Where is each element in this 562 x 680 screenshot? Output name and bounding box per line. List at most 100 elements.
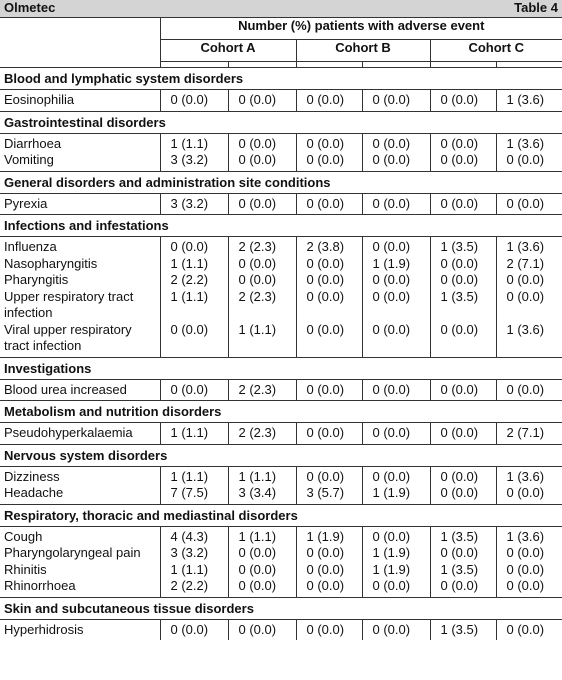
event-count: 1 (3.5) [429,288,496,322]
event-count: 1 (1.1) [159,133,228,152]
event-count: 2 (2.3) [227,422,296,444]
event-count: 0 (0.0) [429,422,496,444]
event-count: 0 (0.0) [429,89,496,111]
event-count: 0 (0.0) [361,193,430,215]
event-count: 1 (3.6) [495,526,562,545]
event-count: 4 (4.3) [159,526,228,545]
event-count: 0 (0.0) [295,545,362,562]
event-count: 0 (0.0) [295,619,362,640]
event-count: 0 (0.0) [295,272,362,289]
event-count: 0 (0.0) [295,193,362,215]
cohort: Cohort A [159,39,296,62]
event-count: 1 (1.1) [159,288,228,322]
section-title: General disorders and administration sit… [0,170,562,194]
column-header: Number (%) patients with adverse event [159,17,562,40]
event-count: 0 (0.0) [429,152,496,171]
event-count: 1 (3.6) [495,89,562,111]
event-count: 0 (0.0) [361,578,430,597]
event-count: 0 (0.0) [495,152,562,171]
event-name: Dizziness [4,468,60,484]
cohort: Cohort B [295,39,430,62]
event-row: Diarrhoea 1 (1.1) 0 (0.0) 0 (0.0) 0 (0.0) 0 (… [0,133,562,152]
section-title: Nervous system disorders [0,443,562,467]
event-row: Rhinitis 1 (1.1) 0 (0.0) 0 (0.0) 1 (1.9) 1 (3… [0,561,562,578]
event-count: 1 (1.1) [227,526,296,545]
event-count: 1 (3.6) [495,133,562,152]
event-count: 0 (0.0) [159,379,228,401]
event-count: 0 (0.0) [429,133,496,152]
event-count: 2 (7.1) [495,255,562,272]
event-count: 2 (2.3) [227,379,296,401]
event-count: 0 (0.0) [429,379,496,401]
event-name: Upper respiratory tract infection [4,288,134,321]
event-count: 7 (7.5) [159,485,228,504]
event-count: 3 (3.2) [159,545,228,562]
event-count: 0 (0.0) [295,152,362,171]
event-count: 3 (5.7) [295,485,362,504]
event-count: 0 (0.0) [227,561,296,578]
event-count: 2 (2.3) [227,288,296,322]
event-count: 0 (0.0) [227,133,296,152]
event-count: 0 (0.0) [495,485,562,504]
event-name: Vomiting [4,152,54,167]
event-count: 1 (3.5) [429,561,496,578]
table-number: Table 4 [362,0,562,18]
event-count: 0 (0.0) [295,422,362,444]
event-row: Nasopharyngitis 1 (1.1) 0 (0.0) 0 (0.0) 1 (1… [0,255,562,272]
event-count: 0 (0.0) [295,255,362,272]
event-count: 0 (0.0) [361,526,430,545]
event-count: 0 (0.0) [495,619,562,640]
event-count: 1 (1.1) [159,255,228,272]
event-count: 0 (0.0) [227,578,296,597]
event-count: 0 (0.0) [361,89,430,111]
event-count: 0 (0.0) [361,133,430,152]
event-count: 0 (0.0) [159,619,228,640]
event-name: Hyperhidrosis [4,621,84,637]
event-count: 0 (0.0) [227,619,296,640]
event-row: Blood urea increased 0 (0.0) 2 (2.3) 0 (0.0… [0,379,562,401]
event-count: 3 (3.2) [159,152,228,171]
event-count: 1 (3.5) [429,619,496,640]
event-count: 0 (0.0) [295,321,362,357]
event-count: 1 (1.9) [361,561,430,578]
event-name: Pyrexia [4,195,48,211]
event-name: Viral upper respiratory tract infection [4,321,132,354]
header-row: Number (%) patients with adverse event [0,17,562,40]
section-row: Infections and infestations [0,214,562,237]
event-count: 1 (1.9) [361,545,430,562]
event-name: Headache [4,485,64,500]
event-count: 1 (3.6) [495,236,562,256]
event-count: 0 (0.0) [361,466,430,485]
event-count: 1 (3.6) [495,466,562,485]
section-row: General disorders and administration sit… [0,170,562,194]
event-count: 0 (0.0) [429,485,496,504]
event-count: 0 (0.0) [361,288,430,322]
adverse-event-table: Olmetec Table 4 Number (%) patients with… [0,0,562,640]
event-row: Pharyngolaryngeal pain 3 (3.2) 0 (0.0) 0 (0… [0,545,562,562]
event-row: Rhinorrhoea 2 (2.2) 0 (0.0) 0 (0.0) 0 (0.0) 0… [0,578,562,597]
event-count: 0 (0.0) [295,466,362,485]
event-row: Influenza 0 (0.0) 2 (2.3) 2 (3.8) 0 (0.0) 1 (… [0,236,562,256]
event-count: 0 (0.0) [361,321,430,357]
event-name: Diarrhoea [4,135,62,151]
event-count: 1 (1.1) [227,321,296,357]
section-row: Respiratory, thoracic and mediastinal di… [0,503,562,527]
event-count: 0 (0.0) [159,236,228,256]
cohort: Cohort C [429,39,562,62]
event-name: Influenza [4,239,57,254]
title-bar: Olmetec Table 4 [0,0,562,18]
event-count: 1 (1.9) [361,485,430,504]
event-count: 0 (0.0) [295,89,362,111]
event-count: 0 (0.0) [227,89,296,111]
event-row: Dizziness 1 (1.1) 1 (1.1) 0 (0.0) 0 (0.0) 0 (… [0,466,562,485]
section-row: Investigations [0,356,562,380]
event-count: 0 (0.0) [227,545,296,562]
event-count: 0 (0.0) [361,422,430,444]
event-row: Vomiting 3 (3.2) 0 (0.0) 0 (0.0) 0 (0.0) 0 (0… [0,152,562,171]
event-count: 0 (0.0) [429,272,496,289]
event-count: 0 (0.0) [295,288,362,322]
event-row: Hyperhidrosis 0 (0.0) 0 (0.0) 0 (0.0) 0 (0.0… [0,619,562,640]
event-count: 0 (0.0) [361,236,430,256]
event-count: 1 (1.1) [159,561,228,578]
event-count: 0 (0.0) [295,561,362,578]
